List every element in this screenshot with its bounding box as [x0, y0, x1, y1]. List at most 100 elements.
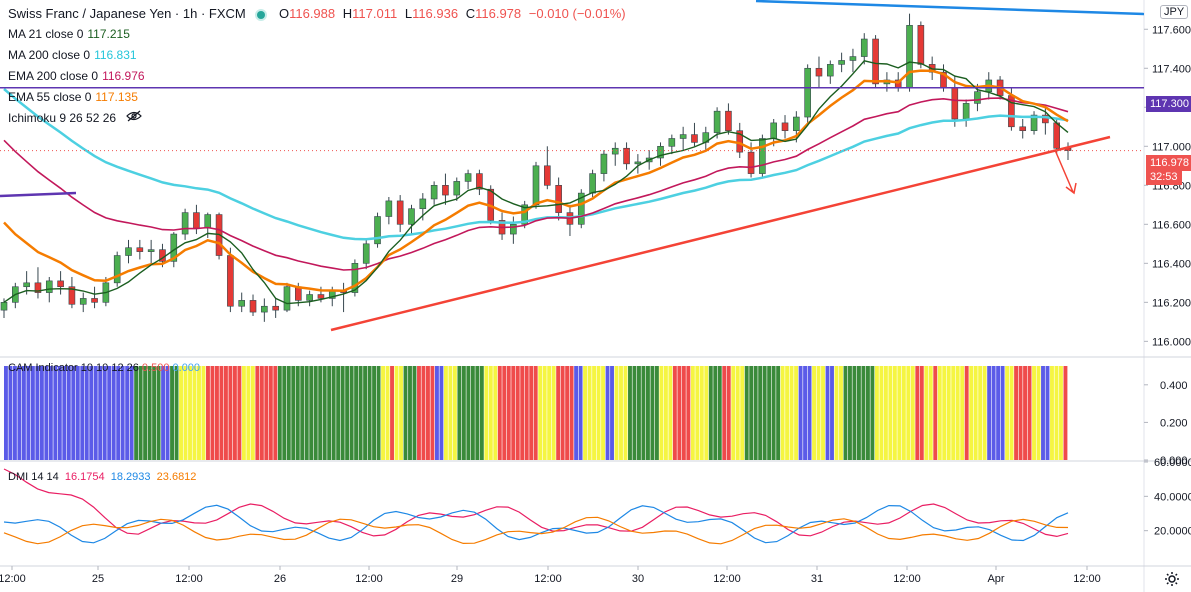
legend-ema200[interactable]: EMA 200 close 0 116.976 — [8, 66, 145, 87]
cam-bar — [349, 366, 354, 460]
candle-body — [1030, 114, 1038, 131]
cam-bar — [906, 366, 911, 460]
candle-body — [962, 103, 970, 120]
cam-bar — [246, 366, 251, 460]
cam-bar — [84, 366, 89, 460]
legend-ichimoku[interactable]: Ichimoku 9 26 52 26 — [8, 108, 145, 129]
cam-bar — [883, 366, 888, 460]
candle-body — [351, 263, 359, 293]
candle-body — [430, 185, 438, 200]
cam-bar — [919, 366, 924, 460]
cam-bar — [834, 366, 839, 460]
cam-bar — [776, 366, 781, 460]
change-value: −0.010 (−0.01%) — [528, 6, 626, 21]
dmi-adx: 23.6812 — [156, 471, 197, 483]
cam-bar — [892, 366, 897, 460]
candle-body — [453, 181, 461, 196]
cam-value-1: 0.500 — [141, 362, 170, 374]
cam-bar — [830, 366, 834, 460]
cam-bar — [803, 366, 808, 460]
cam-bar — [345, 366, 350, 460]
candle-body — [634, 161, 642, 165]
cam-bar — [560, 366, 565, 460]
time-tick-label: 12:00 — [0, 573, 26, 585]
cam-bar — [102, 366, 107, 460]
dmi-legend: DMI 14 14 16.1754 18.2933 23.6812 — [8, 471, 196, 483]
currency-badge[interactable]: JPY — [1160, 5, 1189, 19]
cam-bar — [1059, 366, 1063, 460]
legend-value: 116.831 — [94, 48, 137, 62]
cam-bar — [430, 366, 435, 460]
cam-bar — [856, 366, 861, 460]
cam-bar — [964, 366, 969, 460]
candle-body — [860, 38, 868, 57]
high-label: H — [342, 6, 353, 21]
dmi-minus-line — [3, 504, 1069, 544]
candle-body — [725, 110, 732, 131]
legend-label: Ichimoku 9 26 52 26 — [8, 111, 117, 125]
dmi-tick-label: 20.0000 — [1154, 526, 1191, 538]
cam-bar — [524, 366, 529, 460]
cam-bar — [179, 366, 183, 460]
cam-bar — [515, 366, 520, 460]
price-tick-label: 116.600 — [1152, 219, 1191, 231]
cam-bar — [295, 366, 300, 460]
cam-bar — [848, 366, 852, 460]
time-tick-label: 12:00 — [534, 573, 562, 585]
last-price-badge: 116.978 — [1146, 155, 1191, 171]
cam-bar — [614, 366, 619, 460]
cam-bar — [421, 366, 426, 460]
cam-bar — [681, 366, 686, 460]
time-tick-label: 30 — [632, 573, 644, 585]
candle-body — [826, 64, 834, 77]
price-tick-label: 116.000 — [1152, 336, 1191, 348]
cam-bar — [340, 366, 345, 460]
cam-bar — [520, 366, 525, 460]
cam-bar — [969, 366, 974, 460]
cam-bar — [381, 366, 386, 460]
cam-name: CAM Indicator 10 10 12 26 — [8, 362, 139, 374]
cam-bar — [713, 366, 718, 460]
cam-bar — [8, 366, 13, 460]
ema200-line — [3, 97, 1069, 271]
cam-bar — [722, 366, 727, 460]
cam-bar — [488, 366, 493, 460]
cam-bar — [610, 366, 614, 460]
candle-body — [193, 212, 200, 229]
candle-body — [249, 300, 257, 313]
cam-bar — [865, 366, 870, 460]
legend-ma21[interactable]: MA 21 close 0 117.215 — [8, 24, 145, 45]
candle-body — [691, 134, 698, 143]
candle-body — [1042, 114, 1049, 124]
time-tick-label: 12:00 — [1073, 573, 1101, 585]
cam-bar — [493, 366, 498, 460]
legend-ma200[interactable]: MA 200 close 0 116.831 — [8, 45, 145, 66]
legend-label: MA 21 close 0 — [8, 27, 84, 41]
symbol-title[interactable]: Swiss Franc / Japanese Yen · 1h · FXCM — [8, 6, 246, 21]
time-tick-label: 12:00 — [355, 573, 383, 585]
cam-bar — [408, 366, 412, 460]
cam-bar — [363, 366, 368, 460]
candle-body — [181, 212, 189, 235]
cam-bar — [439, 366, 444, 460]
cam-bar — [39, 366, 44, 460]
cam-bar — [578, 366, 583, 460]
candle-body — [147, 249, 155, 252]
legend-value: 116.976 — [102, 69, 145, 83]
cam-bar — [399, 366, 403, 460]
cam-bar — [53, 366, 58, 460]
settings-gear-icon[interactable] — [1164, 571, 1180, 592]
cam-bar — [201, 366, 206, 460]
cam-legend: CAM Indicator 10 10 12 26 0.500 0.000 — [8, 362, 200, 374]
legend-ema55[interactable]: EMA 55 close 0 117.135 — [8, 87, 145, 108]
cam-bar — [861, 366, 866, 460]
candle-body — [408, 208, 415, 225]
cam-bar — [143, 366, 148, 460]
candle-body — [272, 305, 279, 311]
cam-bar — [910, 366, 915, 460]
eye-hidden-icon[interactable] — [126, 108, 142, 129]
cam-bar — [17, 366, 22, 460]
cam-bar — [937, 366, 942, 460]
cam-bar — [376, 366, 381, 460]
